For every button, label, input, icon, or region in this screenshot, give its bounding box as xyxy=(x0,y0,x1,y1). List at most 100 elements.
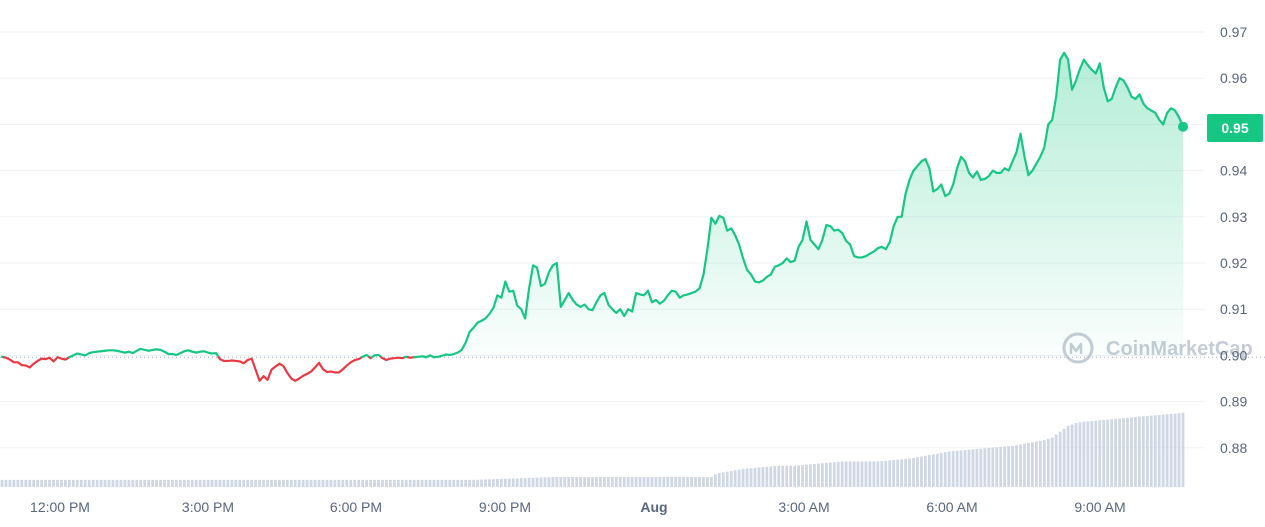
volume-bar xyxy=(159,480,162,487)
volume-bar xyxy=(1178,413,1181,487)
volume-bar xyxy=(448,480,451,487)
volume-bar xyxy=(623,477,626,487)
volume-bar xyxy=(777,466,780,487)
volume-bar xyxy=(587,477,590,487)
volume-bar xyxy=(1083,422,1086,487)
volume-bar xyxy=(72,480,75,487)
volume-bar xyxy=(670,477,673,487)
volume-bar xyxy=(1079,422,1082,487)
volume-bar xyxy=(702,477,705,487)
y-tick-label: 0.92 xyxy=(1220,255,1247,271)
volume-bar xyxy=(147,480,150,487)
volume-bar xyxy=(171,480,174,487)
volume-bar xyxy=(187,480,190,487)
volume-bar xyxy=(80,480,83,487)
volume-bar xyxy=(1059,432,1062,487)
volume-bar xyxy=(1150,416,1153,487)
volume-bar xyxy=(484,479,487,487)
volume-bar xyxy=(1146,416,1149,487)
y-tick-label: 0.97 xyxy=(1220,24,1247,40)
volume-bar xyxy=(48,480,51,487)
volume-bar xyxy=(13,480,16,487)
volume-bar xyxy=(40,480,43,487)
volume-bar xyxy=(504,479,507,487)
volume-bar xyxy=(789,466,792,487)
current-price-label: 0.95 xyxy=(1221,120,1248,136)
volume-bar xyxy=(678,477,681,487)
volume-bar xyxy=(456,480,459,487)
volume-bar xyxy=(405,480,408,487)
volume-bar xyxy=(24,480,27,487)
volume-bar xyxy=(536,478,539,487)
volume-bar xyxy=(468,480,471,487)
volume-bar xyxy=(995,447,998,487)
volume-bar xyxy=(175,480,178,487)
volume-bar xyxy=(773,466,776,487)
volume-bar xyxy=(861,461,864,487)
volume-bar xyxy=(52,480,55,487)
volume-bar xyxy=(203,480,206,487)
y-axis: 0.970.960.950.940.930.920.910.900.890.88 xyxy=(1220,24,1247,456)
volume-bar xyxy=(76,480,79,487)
volume-bar xyxy=(68,480,71,487)
volume-bar xyxy=(813,464,816,487)
volume-bar xyxy=(44,480,47,487)
volume-bar xyxy=(579,477,582,487)
volume-bar xyxy=(876,461,879,487)
volume-bar xyxy=(334,480,337,487)
volume-bar xyxy=(270,480,273,487)
volume-bar xyxy=(765,467,768,487)
y-tick-label: 0.94 xyxy=(1220,163,1247,179)
volume-bar xyxy=(1075,423,1078,487)
volume-bar xyxy=(682,477,685,487)
volume-bar xyxy=(793,466,796,487)
volume-bar xyxy=(912,458,915,487)
volume-bar xyxy=(1051,437,1054,487)
volume-bar xyxy=(492,479,495,487)
volume-bar xyxy=(559,477,562,487)
volume-bar xyxy=(964,450,967,487)
volume-bar xyxy=(563,477,566,487)
volume-bar xyxy=(56,480,59,487)
volume-bar xyxy=(940,453,943,487)
volume-bar xyxy=(599,477,602,487)
volume-bar xyxy=(480,480,483,487)
volume-bar xyxy=(250,480,253,487)
volume-bar xyxy=(758,467,761,487)
volume-bar xyxy=(837,462,840,487)
volume-bar xyxy=(857,461,860,487)
volume-bar xyxy=(163,480,166,487)
volume-bar xyxy=(932,454,935,487)
volume-bar xyxy=(266,480,269,487)
volume-bar xyxy=(1047,439,1050,487)
volume-bar xyxy=(211,480,214,487)
volume-bar xyxy=(884,461,887,487)
volume-bar xyxy=(108,480,111,487)
volume-bar xyxy=(254,480,257,487)
volume-bar xyxy=(100,480,103,487)
volume-bar xyxy=(207,480,210,487)
volume-bar xyxy=(444,480,447,487)
volume-bar xyxy=(1126,418,1129,487)
volume-bar xyxy=(84,480,87,487)
volume-bar xyxy=(575,477,578,487)
volume-bar xyxy=(1094,421,1097,487)
volume-bar xyxy=(528,478,531,487)
volume-bar xyxy=(385,480,388,487)
volume-bar xyxy=(183,480,186,487)
current-price-marker: 0.95 xyxy=(1178,114,1263,142)
volume-bar xyxy=(1007,446,1010,487)
volume-bar xyxy=(286,480,289,487)
volume-bar xyxy=(337,480,340,487)
volume-bar xyxy=(829,463,832,487)
price-line-down-segment xyxy=(57,357,69,359)
volume-bar xyxy=(662,477,665,487)
volume-bar xyxy=(274,480,277,487)
volume-bar xyxy=(246,480,249,487)
volume-bar xyxy=(785,466,788,487)
volume-bar xyxy=(433,480,436,487)
volume-bar xyxy=(849,461,852,487)
